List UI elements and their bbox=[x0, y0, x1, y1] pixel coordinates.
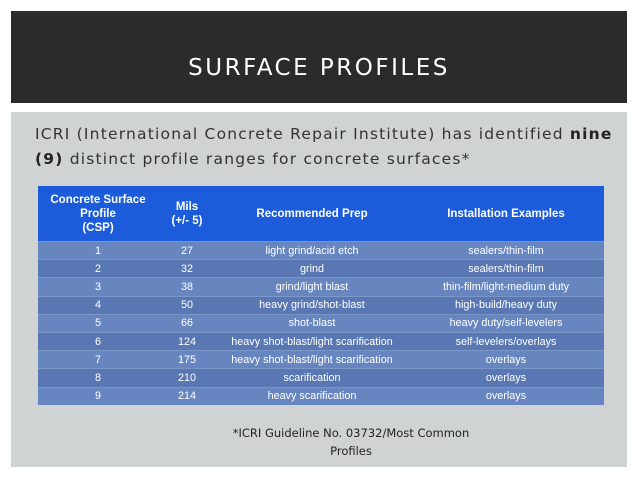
table-cell: 50 bbox=[158, 295, 216, 315]
intro-bold-word: nine bbox=[569, 125, 613, 143]
table-cell: 3 bbox=[38, 277, 158, 297]
table-cell: 6 bbox=[38, 331, 158, 351]
table-row: 5 66 shot-blast heavy duty/self-levelers bbox=[38, 313, 604, 333]
table-cell: overlays bbox=[408, 350, 604, 369]
table-row: 2 32 grind sealers/thin-film bbox=[38, 259, 604, 278]
header-csp: Concrete Surface Profile (CSP) bbox=[38, 186, 158, 242]
table-cell: self-levelers/overlays bbox=[408, 331, 604, 351]
table-cell: 7 bbox=[38, 350, 158, 369]
table-header-row: Concrete Surface Profile (CSP) Mils (+/- 5)… bbox=[38, 186, 604, 242]
header-mils: Mils (+/- 5) bbox=[158, 186, 216, 242]
slide-title: SURFACE PROFILES bbox=[188, 55, 450, 81]
table-cell: 32 bbox=[158, 259, 216, 278]
table-row: 3 38 grind/light blast thin-film/light-medi… bbox=[38, 277, 604, 297]
table-cell: sealers/thin-film bbox=[408, 259, 604, 278]
table-cell: overlays bbox=[408, 368, 604, 387]
table-cell: heavy shot-blast/light scarification bbox=[216, 331, 408, 351]
table-cell: overlays bbox=[408, 386, 604, 405]
table-cell: heavy scarification bbox=[216, 386, 408, 405]
table-cell: scarification bbox=[216, 368, 408, 387]
footnote: *ICRI Guideline No. 03732/Most Common Pr… bbox=[232, 426, 470, 458]
table-cell: 1 bbox=[38, 240, 158, 260]
intro-paragraph: ICRI (International Concrete Repair Inst… bbox=[35, 122, 615, 172]
table-cell: sealers/thin-film bbox=[408, 240, 604, 260]
table-cell: 210 bbox=[158, 368, 216, 387]
table-cell: thin-film/light-medium duty bbox=[408, 277, 604, 297]
table-row: 4 50 heavy grind/shot-blast high-build/heav… bbox=[38, 295, 604, 315]
table-cell: 27 bbox=[158, 240, 216, 260]
table-row: 9 214 heavy scarification overlays bbox=[38, 386, 604, 405]
table-cell: 66 bbox=[158, 313, 216, 333]
table-cell: 8 bbox=[38, 368, 158, 387]
title-banner: SURFACE PROFILES bbox=[11, 11, 627, 103]
table-cell: 38 bbox=[158, 277, 216, 297]
content-panel: ICRI (International Concrete Repair Inst… bbox=[11, 112, 627, 467]
table-cell: light grind/acid etch bbox=[216, 240, 408, 260]
table-cell: grind/light blast bbox=[216, 277, 408, 297]
intro-text: ICRI (International Concrete Repair Inst… bbox=[35, 125, 570, 143]
table-cell: grind bbox=[216, 259, 408, 278]
table-cell: heavy shot-blast/light scarification bbox=[216, 350, 408, 369]
table-cell: 214 bbox=[158, 386, 216, 405]
intro-bold-number: (9) bbox=[35, 150, 64, 168]
header-examples: Installation Examples bbox=[408, 186, 604, 242]
table-cell: heavy duty/self-levelers bbox=[408, 313, 604, 333]
surface-profile-table: Concrete Surface Profile (CSP) Mils (+/- 5)… bbox=[38, 186, 604, 405]
table-cell: 4 bbox=[38, 295, 158, 315]
table-cell: 2 bbox=[38, 259, 158, 278]
table-cell: shot-blast bbox=[216, 313, 408, 333]
table-cell: high-build/heavy duty bbox=[408, 295, 604, 315]
table-cell: 124 bbox=[158, 331, 216, 351]
table-cell: 175 bbox=[158, 350, 216, 369]
table-row: 6 124 heavy shot-blast/light scarification… bbox=[38, 331, 604, 351]
header-prep: Recommended Prep bbox=[216, 186, 408, 242]
table-row: 1 27 light grind/acid etch sealers/thin-fil… bbox=[38, 240, 604, 260]
intro-rest: distinct profile ranges for concrete sur… bbox=[63, 150, 471, 168]
table-cell: 9 bbox=[38, 386, 158, 405]
table-cell: heavy grind/shot-blast bbox=[216, 295, 408, 315]
table-row: 7 175 heavy shot-blast/light scarification… bbox=[38, 350, 604, 369]
table-row: 8 210 scarification overlays bbox=[38, 368, 604, 387]
table-cell: 5 bbox=[38, 313, 158, 333]
